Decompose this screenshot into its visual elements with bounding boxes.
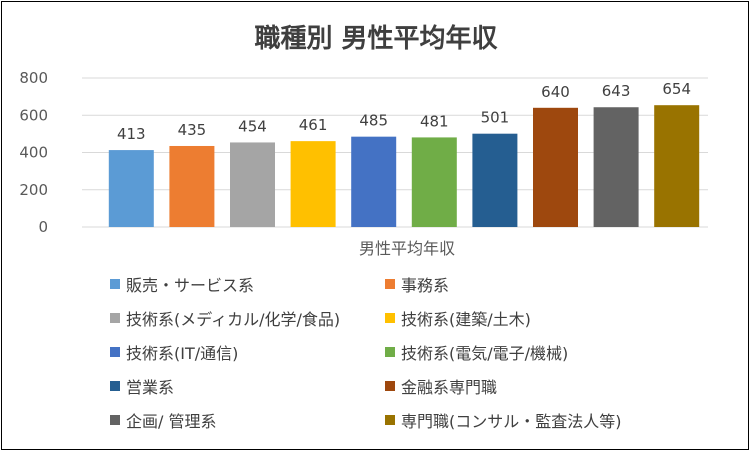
data-label: 454 bbox=[238, 117, 267, 135]
y-tick-label: 800 bbox=[19, 69, 48, 87]
legend-swatch bbox=[110, 381, 120, 391]
data-label: 485 bbox=[359, 112, 388, 130]
data-label: 654 bbox=[662, 80, 691, 98]
legend-item: 技術系(電気/電子/機械) bbox=[385, 340, 568, 364]
legend-label: 事務系 bbox=[401, 276, 450, 295]
legend-swatch bbox=[110, 347, 120, 357]
bar bbox=[351, 136, 397, 227]
legend-label: 販売・サービス系 bbox=[126, 276, 255, 295]
legend-label: 技術系(建築/土木) bbox=[401, 310, 531, 329]
legend-label: 営業系 bbox=[126, 378, 175, 397]
data-label: 435 bbox=[178, 121, 207, 139]
data-label: 481 bbox=[420, 112, 449, 130]
legend-label: 技術系(メディカル/化学/食品) bbox=[126, 310, 341, 329]
legend-swatch bbox=[385, 347, 395, 357]
bar bbox=[593, 107, 639, 227]
legend-swatch bbox=[110, 313, 120, 323]
legend-swatch bbox=[385, 313, 395, 323]
y-tick-label: 600 bbox=[19, 106, 48, 124]
legend-swatch bbox=[110, 415, 120, 425]
bar bbox=[533, 107, 578, 227]
data-label: 413 bbox=[117, 125, 146, 143]
legend-item: 技術系(建築/土木) bbox=[385, 306, 531, 330]
legend-item: 専門職(コンサル・監査法人等) bbox=[385, 408, 622, 432]
bar bbox=[654, 105, 700, 227]
data-label: 643 bbox=[602, 82, 631, 100]
legend-item: 営業系 bbox=[110, 374, 174, 398]
legend-item: 金融系専門職 bbox=[385, 374, 497, 398]
bar bbox=[411, 137, 457, 227]
bar bbox=[472, 133, 518, 227]
legend-swatch bbox=[385, 381, 395, 391]
y-tick-label: 200 bbox=[19, 181, 48, 199]
legend-swatch bbox=[110, 279, 120, 289]
legend-item: 販売・サービス系 bbox=[110, 272, 254, 296]
legend-label: 技術系(電気/電子/機械) bbox=[401, 344, 569, 363]
legend-item: 事務系 bbox=[385, 272, 449, 296]
legend-item: 技術系(メディカル/化学/食品) bbox=[110, 306, 340, 330]
legend-label: 企画/ 管理系 bbox=[126, 412, 217, 431]
legend-label: 技術系(IT/通信) bbox=[126, 344, 239, 363]
legend-item: 技術系(IT/通信) bbox=[110, 340, 238, 364]
legend-swatch bbox=[385, 415, 395, 425]
chart-title: 職種別 男性平均年収 bbox=[254, 24, 498, 54]
legend-swatch bbox=[385, 279, 395, 289]
data-label: 501 bbox=[481, 109, 510, 127]
legend-item: 企画/ 管理系 bbox=[110, 408, 216, 432]
bar bbox=[169, 145, 215, 227]
data-label: 461 bbox=[299, 116, 328, 134]
legend-label: 金融系専門職 bbox=[401, 378, 498, 397]
y-tick-label: 400 bbox=[19, 144, 48, 162]
data-label: 640 bbox=[541, 83, 570, 101]
y-tick-label: 0 bbox=[38, 218, 48, 236]
legend-label: 専門職(コンサル・監査法人等) bbox=[401, 412, 622, 431]
bar bbox=[108, 150, 154, 227]
bar bbox=[230, 142, 275, 227]
bar bbox=[290, 141, 336, 227]
x-axis-label: 男性平均年収 bbox=[359, 239, 455, 258]
